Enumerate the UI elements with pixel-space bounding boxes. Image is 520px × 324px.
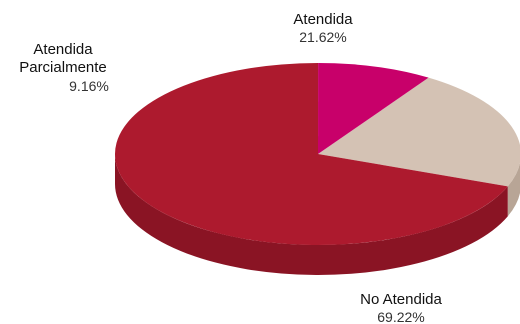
pie-slice-atendida-parcialmente (318, 63, 429, 154)
slice-percent-no-atendida: 69.22% (377, 309, 424, 324)
pie-sides (115, 154, 520, 275)
pie-side-atendida (507, 162, 520, 217)
slice-percent-atendida-parcialmente: 9.16% (69, 78, 109, 94)
slice-label-no-atendida: No Atendida (360, 291, 442, 308)
slice-label-atendida-parcialmente-line-1: Atendida (33, 41, 93, 58)
pie-slices (115, 62, 520, 245)
slice-percent-atendida: 21.62% (299, 29, 346, 45)
pie-side-no-atendida (115, 154, 508, 275)
pie-slice-no-atendida (115, 62, 508, 245)
slice-label-atendida: Atendida (293, 11, 353, 28)
pie-slice-atendida (318, 77, 520, 187)
slice-label-atendida-parcialmente-line-2: Parcialmente (19, 59, 107, 76)
